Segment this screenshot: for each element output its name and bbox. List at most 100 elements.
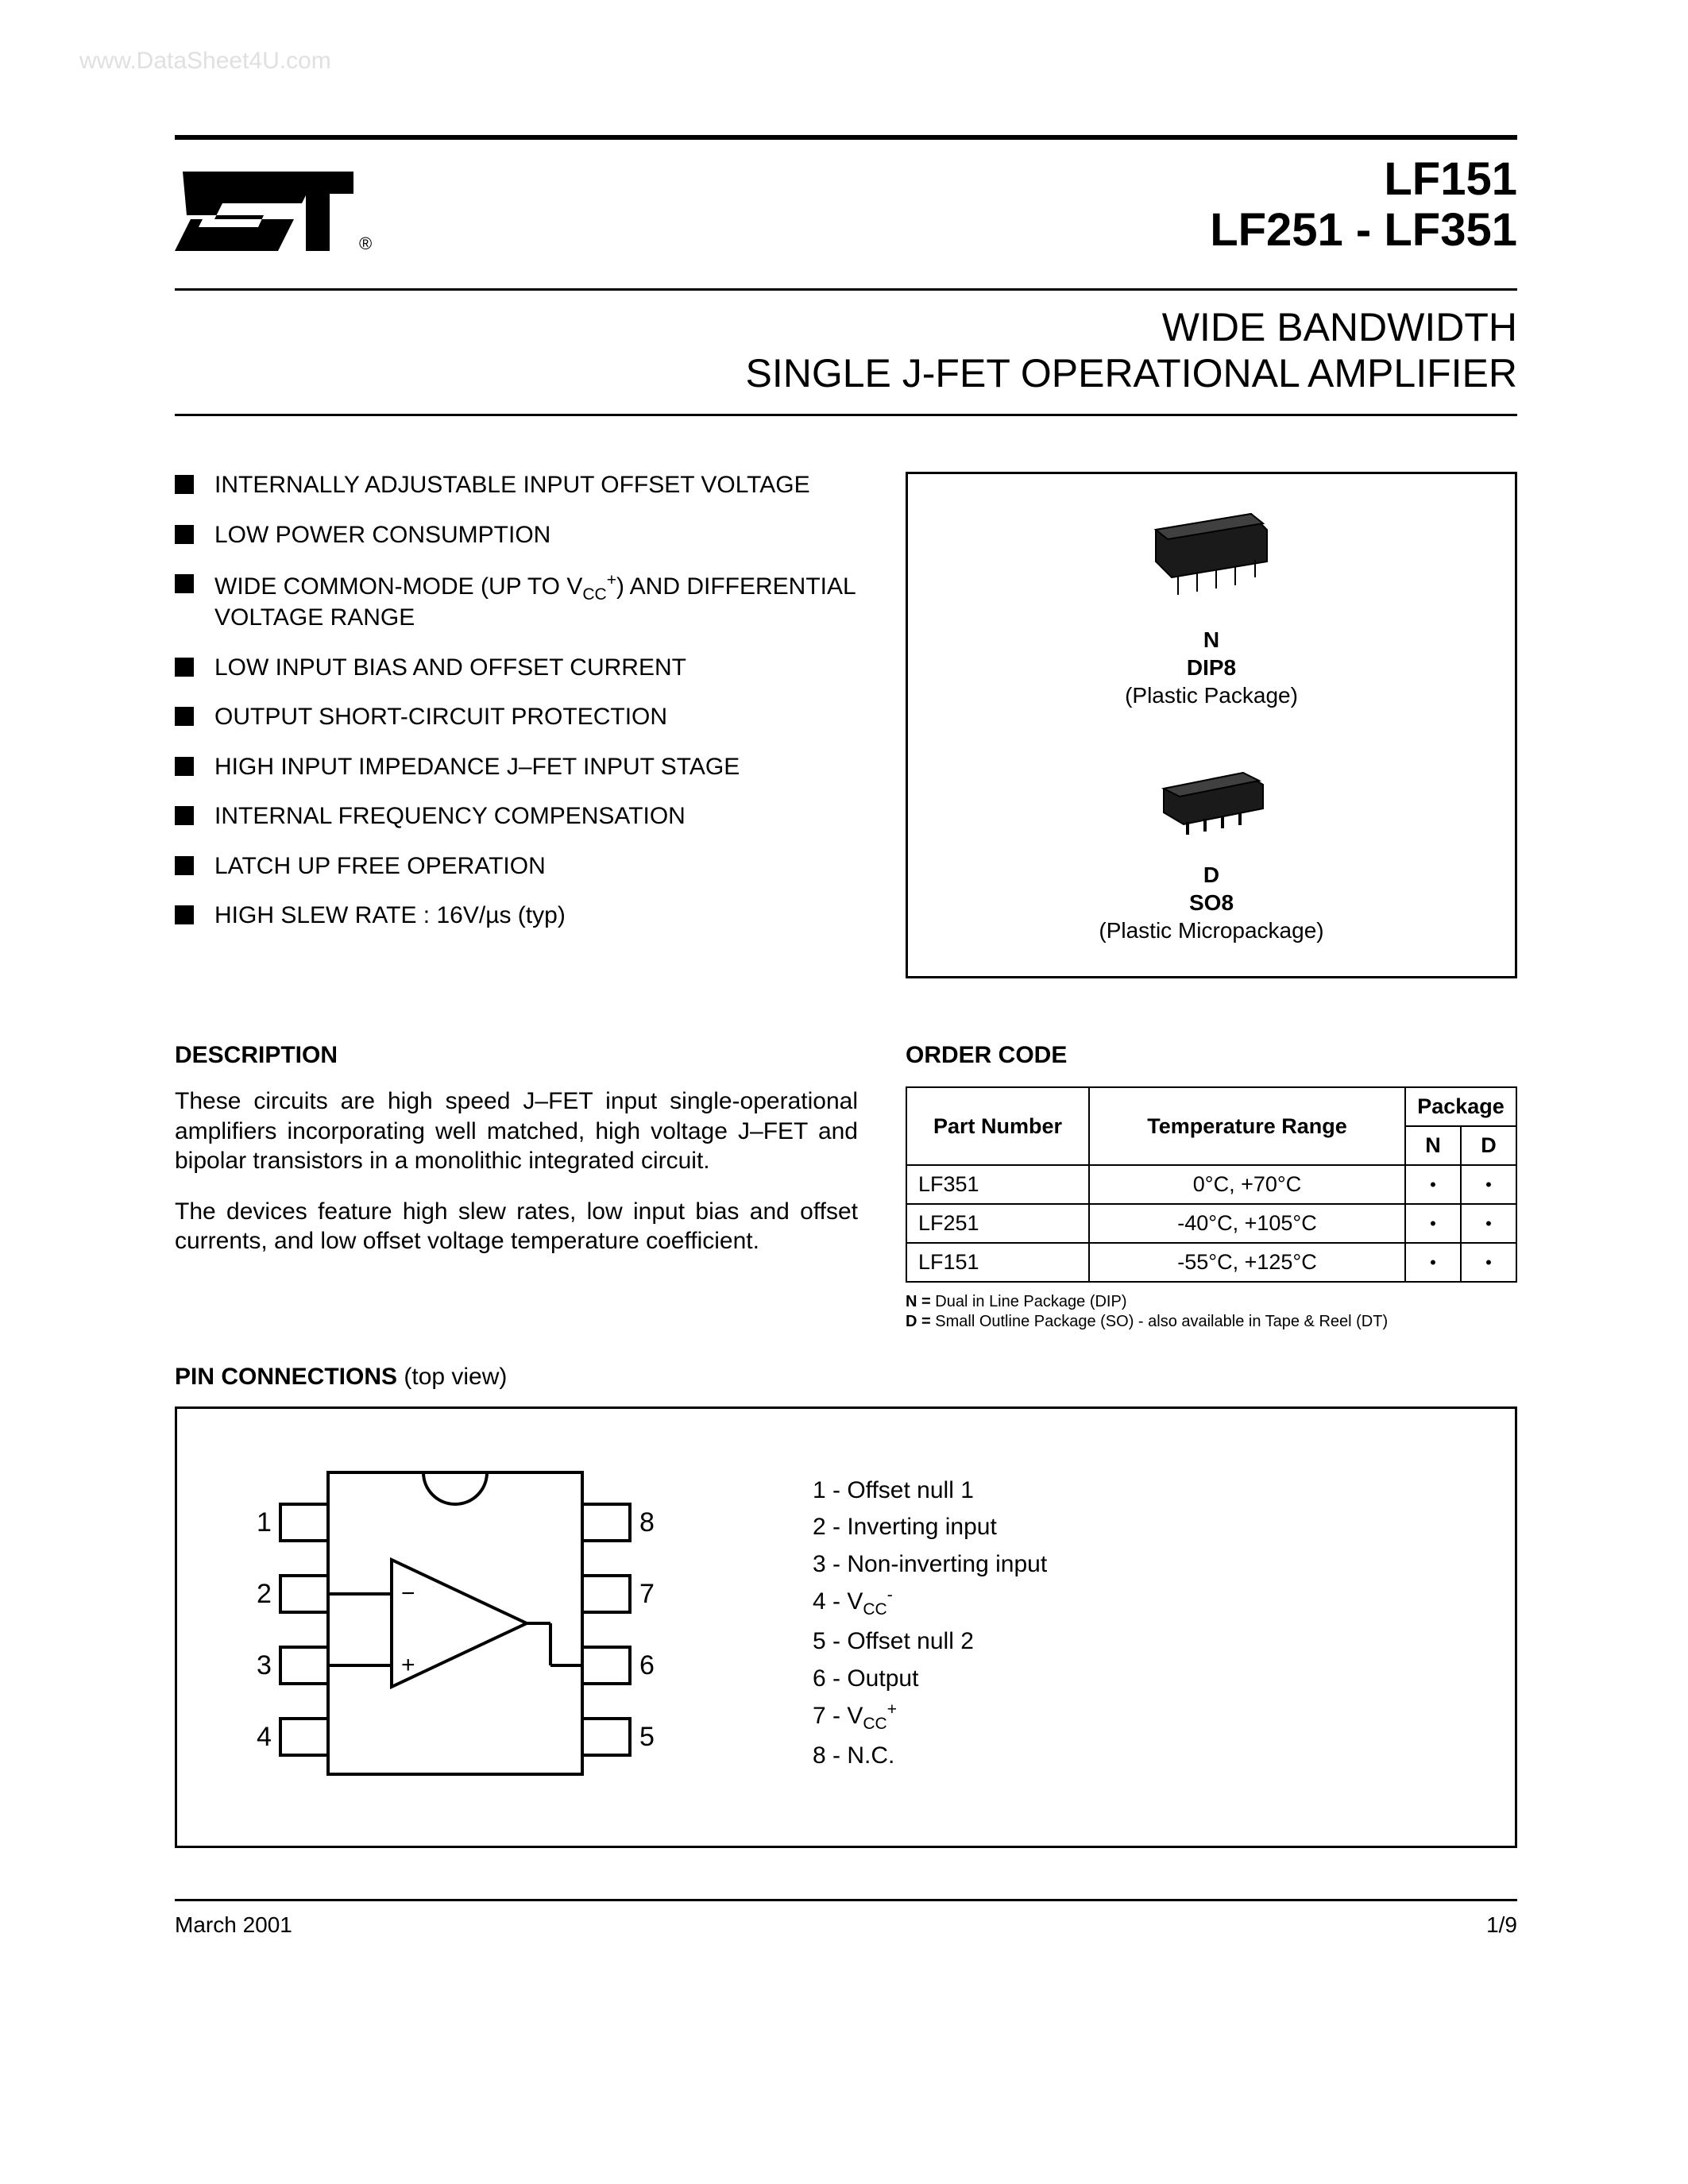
svg-text:8: 8 xyxy=(639,1507,655,1538)
pin-diagram: 1 2 3 4 8 7 6 5 − + xyxy=(225,1449,670,1798)
feature-item: INTERNAL FREQUENCY COMPENSATION xyxy=(175,803,858,831)
description-column: DESCRIPTION These circuits are high spee… xyxy=(175,1042,858,1332)
package-dip: N DIP8 (Plastic Package) xyxy=(924,498,1499,709)
feature-item: LATCH UP FREE OPERATION xyxy=(175,853,858,881)
pin-list: 1 - Offset null 1 2 - Inverting input 3 … xyxy=(813,1472,1047,1774)
feature-list: INTERNALLY ADJUSTABLE INPUT OFFSET VOLTA… xyxy=(175,472,858,930)
footer-rule xyxy=(175,1899,1517,1901)
table-row: LF351 0°C, +70°C • • xyxy=(906,1165,1516,1204)
svg-text:®: ® xyxy=(359,233,372,253)
mid-rule xyxy=(175,288,1517,291)
order-column: ORDER CODE Part Number Temperature Range… xyxy=(906,1042,1517,1332)
package-dip-label: N DIP8 (Plastic Package) xyxy=(924,626,1499,709)
bullet-icon xyxy=(175,757,194,776)
so-name: SO8 xyxy=(924,889,1499,916)
svg-text:2: 2 xyxy=(257,1579,272,1609)
pin-item: 7 - VCC+ xyxy=(813,1697,1047,1738)
col-temp-range: Temperature Range xyxy=(1089,1087,1405,1165)
features-column: INTERNALLY ADJUSTABLE INPUT OFFSET VOLTA… xyxy=(175,472,858,978)
feature-item: HIGH SLEW RATE : 16V/µs (typ) xyxy=(175,902,858,930)
package-box: N DIP8 (Plastic Package) xyxy=(906,472,1517,978)
bullet-icon xyxy=(175,574,194,593)
feature-text: LOW POWER CONSUMPTION xyxy=(214,522,550,550)
pin-heading: PIN CONNECTIONS (top view) xyxy=(175,1364,1517,1391)
feature-text: HIGH INPUT IMPEDANCE J–FET INPUT STAGE xyxy=(214,754,740,781)
top-rule xyxy=(175,135,1517,140)
pin-box: 1 2 3 4 8 7 6 5 − + 1 - Offset null 1 2 … xyxy=(175,1406,1517,1848)
dip-desc: (Plastic Package) xyxy=(924,681,1499,709)
svg-text:6: 6 xyxy=(639,1650,655,1680)
pin-item: 4 - VCC- xyxy=(813,1583,1047,1623)
col-package: Package xyxy=(1405,1087,1516,1126)
description-p2: The devices feature high slew rates, low… xyxy=(175,1197,858,1256)
feature-text: OUTPUT SHORT-CIRCUIT PROTECTION xyxy=(214,704,667,731)
feature-item: INTERNALLY ADJUSTABLE INPUT OFFSET VOLTA… xyxy=(175,472,858,500)
cell-pn: LF151 xyxy=(906,1243,1089,1282)
pin-item: 6 - Output xyxy=(813,1661,1047,1698)
feature-text: INTERNALLY ADJUSTABLE INPUT OFFSET VOLTA… xyxy=(214,472,810,500)
footer-date: March 2001 xyxy=(175,1912,292,1938)
so-code: D xyxy=(924,861,1499,889)
cell-n: • xyxy=(1405,1165,1461,1204)
bullet-icon xyxy=(175,806,194,825)
table-header-row: Part Number Temperature Range Package xyxy=(906,1087,1516,1126)
part-number-1: LF151 xyxy=(1210,154,1517,205)
order-heading: ORDER CODE xyxy=(906,1042,1517,1069)
table-row: LF251 -40°C, +105°C • • xyxy=(906,1204,1516,1243)
dip8-icon xyxy=(1140,498,1283,609)
bullet-icon xyxy=(175,475,194,494)
svg-text:1: 1 xyxy=(257,1507,272,1538)
cell-d: • xyxy=(1461,1165,1516,1204)
footer: March 2001 1/9 xyxy=(175,1912,1517,1938)
footer-page: 1/9 xyxy=(1486,1912,1517,1938)
st-logo: ® xyxy=(175,148,381,271)
feature-item: LOW POWER CONSUMPTION xyxy=(175,522,858,550)
so-desc: (Plastic Micropackage) xyxy=(924,916,1499,944)
package-column: N DIP8 (Plastic Package) xyxy=(906,472,1517,978)
feature-item: LOW INPUT BIAS AND OFFSET CURRENT xyxy=(175,654,858,682)
bullet-icon xyxy=(175,658,194,677)
table-row: LF151 -55°C, +125°C • • xyxy=(906,1243,1516,1282)
cell-n: • xyxy=(1405,1204,1461,1243)
feature-text: LATCH UP FREE OPERATION xyxy=(214,853,546,881)
bullet-icon xyxy=(175,856,194,875)
col-d: D xyxy=(1461,1126,1516,1165)
feature-item: OUTPUT SHORT-CIRCUIT PROTECTION xyxy=(175,704,858,731)
table-notes: N = N = Dual in Line Package (DIP)Dual i… xyxy=(906,1292,1517,1332)
subtitle-2: SINGLE J-FET OPERATIONAL AMPLIFIER xyxy=(175,351,1517,397)
cell-tr: -40°C, +105°C xyxy=(1089,1204,1405,1243)
cell-pn: LF351 xyxy=(906,1165,1089,1204)
package-so: D SO8 (Plastic Micropackage) xyxy=(924,749,1499,944)
svg-text:7: 7 xyxy=(639,1579,655,1609)
feature-text: HIGH SLEW RATE : 16V/µs (typ) xyxy=(214,902,566,930)
cell-n: • xyxy=(1405,1243,1461,1282)
dip-code: N xyxy=(924,626,1499,654)
pin-item: 5 - Offset null 2 xyxy=(813,1623,1047,1661)
feature-item: WIDE COMMON-MODE (UP TO VCC+) AND DIFFER… xyxy=(175,571,858,632)
note-d: D = Small Outline Package (SO) - also av… xyxy=(906,1312,1517,1332)
note-n: N = N = Dual in Line Package (DIP)Dual i… xyxy=(906,1292,1517,1312)
part-number-2: LF251 - LF351 xyxy=(1210,205,1517,256)
cell-tr: 0°C, +70°C xyxy=(1089,1165,1405,1204)
svg-text:−: − xyxy=(401,1580,415,1607)
pin-heading-suffix: (top view) xyxy=(397,1364,507,1390)
svg-text:4: 4 xyxy=(257,1722,272,1752)
col-part-number: Part Number xyxy=(906,1087,1089,1165)
svg-text:+: + xyxy=(401,1652,415,1678)
package-so-label: D SO8 (Plastic Micropackage) xyxy=(924,861,1499,944)
description-heading: DESCRIPTION xyxy=(175,1042,858,1069)
main-columns: INTERNALLY ADJUSTABLE INPUT OFFSET VOLTA… xyxy=(175,472,1517,978)
dip-name: DIP8 xyxy=(924,654,1499,681)
cell-d: • xyxy=(1461,1204,1516,1243)
pin-heading-bold: PIN CONNECTIONS xyxy=(175,1364,397,1390)
cell-d: • xyxy=(1461,1243,1516,1282)
cell-tr: -55°C, +125°C xyxy=(1089,1243,1405,1282)
description-p1: These circuits are high speed J–FET inpu… xyxy=(175,1086,858,1176)
sub-rule xyxy=(175,414,1517,416)
so8-icon xyxy=(1140,749,1283,844)
feature-text: LOW INPUT BIAS AND OFFSET CURRENT xyxy=(214,654,686,682)
pin-item: 3 - Non-inverting input xyxy=(813,1546,1047,1584)
header-row: ® LF151 LF251 - LF351 xyxy=(175,148,1517,271)
subtitle-1: WIDE BANDWIDTH xyxy=(175,305,1517,351)
feature-text: WIDE COMMON-MODE (UP TO VCC+) AND DIFFER… xyxy=(214,571,858,632)
